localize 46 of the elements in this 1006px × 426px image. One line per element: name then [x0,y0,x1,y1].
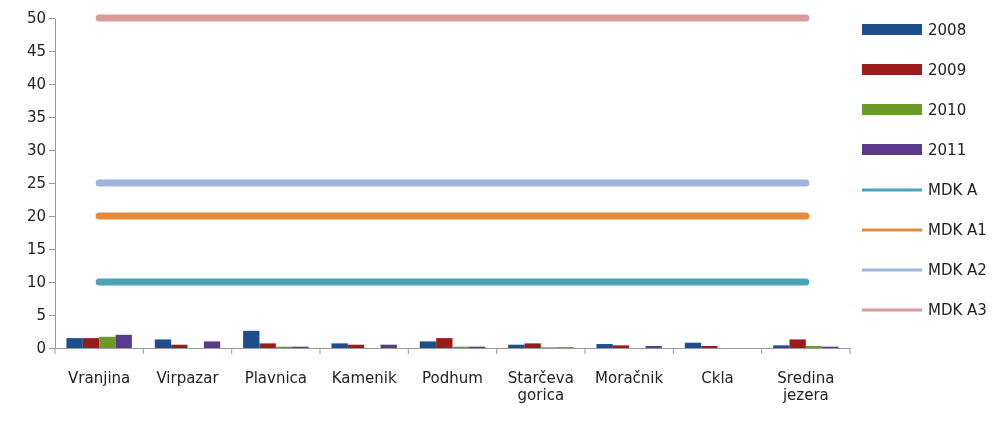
y-tick-label: 5 [36,306,46,325]
bar [773,345,790,348]
x-tick-label: Moračnik [595,368,664,387]
bar [419,341,437,348]
x-tick-label: Sredina jezera [777,368,835,404]
legend-label: 2011 [928,141,967,159]
bar [331,343,348,348]
bar [684,342,702,348]
bar [115,334,132,348]
legend-label: 2010 [928,101,967,119]
legend-label: MDK A [928,181,979,199]
y-tick-label: 50 [26,9,46,28]
legend-label: MDK A1 [928,221,987,239]
x-tick-label: Vranjina [68,368,131,387]
bar [789,339,806,348]
y-tick-label: 10 [26,273,46,292]
y-tick-label: 40 [26,75,46,94]
y-tick-label: 0 [36,339,46,358]
x-tick-label: Podhum [422,368,483,387]
bar [154,339,172,348]
x-tick-label: Virpazar [156,368,220,387]
legend-label: 2009 [928,61,967,79]
bar [171,344,188,348]
legend-label: 2008 [928,21,967,39]
y-tick-label: 35 [26,108,46,127]
y-tick-label: 30 [26,141,46,160]
bar [203,341,221,348]
bar [99,336,116,348]
bar [596,344,613,348]
legend-label: MDK A3 [928,301,987,319]
x-tick-label: Starčeva gorica [507,368,574,404]
bar [66,338,83,348]
bar [82,338,100,348]
x-tick-label: Kamenik [331,368,397,387]
bar [612,345,630,348]
bar [436,338,453,348]
y-tick-label: 45 [26,42,46,61]
bar [243,330,260,348]
bar [524,343,541,348]
y-tick-label: 25 [26,174,46,193]
y-tick-label: 20 [26,207,46,226]
legend-label: MDK A2 [928,261,987,279]
bar [259,343,276,348]
x-tick-label: Plavnica [244,368,308,387]
x-tick-label: Ckla [701,368,734,387]
y-tick-label: 15 [26,240,46,259]
